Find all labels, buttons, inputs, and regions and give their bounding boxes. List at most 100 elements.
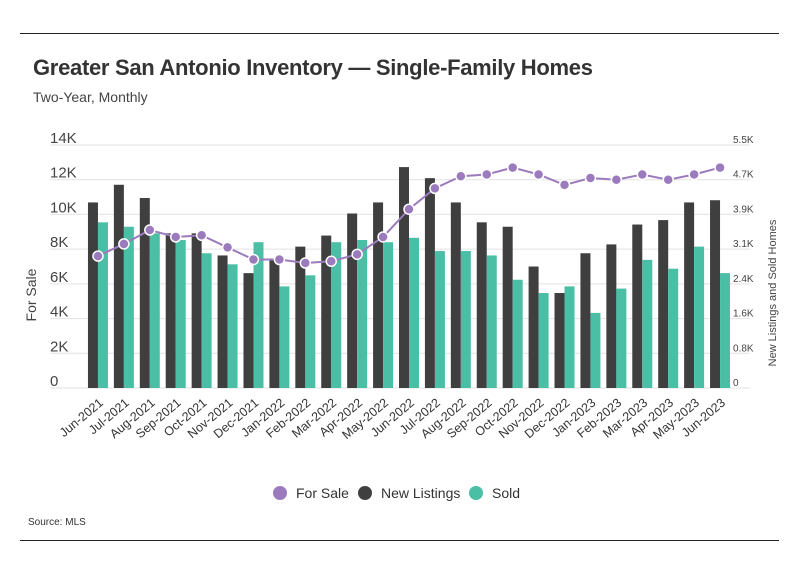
- sold-bar: [279, 286, 290, 388]
- for-sale-point: [584, 172, 597, 184]
- new-listings-bar: [191, 233, 202, 388]
- new-listings-bar: [399, 167, 409, 388]
- y2-tick-label: 0.8K: [733, 343, 754, 354]
- new-listings-bar: [528, 266, 539, 388]
- y-axis-title: For Sale: [23, 268, 39, 321]
- for-sale-point: [610, 173, 623, 186]
- y-tick-label: 14K: [50, 130, 77, 147]
- new-listings-bar: [684, 202, 695, 388]
- sold-bar: [227, 264, 238, 388]
- legend-new-listings-label: New Listings: [381, 485, 460, 501]
- new-listings-bar: [243, 273, 254, 388]
- for-sale-point: [455, 170, 467, 182]
- y2-tick-label: 5.5K: [733, 135, 754, 146]
- new-listings-bar: [424, 178, 435, 388]
- for-sale-point: [118, 238, 130, 250]
- new-listings-bar: [710, 200, 721, 388]
- new-listings-bar: [606, 244, 617, 388]
- for-sale-point: [144, 224, 156, 236]
- for-sale-point: [532, 168, 545, 181]
- for-sale-point: [351, 248, 363, 261]
- y2-tick-label: 3.1K: [733, 239, 754, 250]
- y-tick-label: 0: [50, 373, 58, 390]
- sold-bar: [616, 288, 627, 388]
- for-sale-point: [636, 168, 649, 181]
- sold-bar: [201, 253, 212, 388]
- sold-bar: [97, 222, 108, 388]
- sold-bar: [175, 239, 186, 388]
- sold-bar: [512, 279, 523, 388]
- sold-bar: [538, 293, 549, 388]
- for-sale-point: [481, 168, 493, 181]
- new-listings-bar: [347, 213, 358, 388]
- legend-for-sale-label: For Sale: [296, 485, 349, 501]
- sold-bar: [305, 275, 316, 388]
- for-sale-point: [377, 231, 389, 243]
- new-listings-bar: [269, 259, 280, 388]
- legend-new-listings-swatch: [358, 486, 372, 500]
- for-sale-line: [92, 161, 726, 269]
- for-sale-point: [299, 257, 312, 269]
- y-tick-label: 4K: [50, 304, 68, 321]
- for-sale-point: [714, 161, 726, 174]
- for-sale-point: [169, 231, 182, 243]
- sold-bar: [590, 312, 601, 388]
- new-listings-bar: [165, 233, 176, 388]
- y2-tick-label: 1.6K: [733, 309, 754, 320]
- new-listings-bar: [321, 235, 332, 388]
- sold-bar: [253, 242, 264, 388]
- top-rule: [20, 33, 779, 34]
- new-listings-bar: [373, 202, 384, 388]
- y-tick-label: 8K: [50, 234, 68, 251]
- sold-bar: [642, 259, 653, 388]
- y2-axis-title: New Listings and Sold Homes: [767, 219, 779, 366]
- legend: For Sale New Listings Sold: [273, 485, 520, 501]
- new-listings-bar: [217, 255, 228, 388]
- for-sale-point: [247, 253, 260, 266]
- legend-sold-swatch: [469, 486, 483, 500]
- bottom-rule: [20, 540, 779, 541]
- sold-bar: [434, 251, 445, 388]
- sold-bar: [357, 239, 368, 388]
- new-listings-bar: [113, 184, 124, 388]
- for-sale-point: [273, 253, 286, 266]
- sold-bar: [694, 246, 705, 388]
- for-sale-point: [688, 168, 700, 181]
- y2-tick-label: 2.4K: [733, 274, 754, 285]
- legend-for-sale-swatch: [273, 486, 287, 500]
- for-sale-point: [92, 250, 104, 262]
- legend-sold-label: Sold: [492, 485, 520, 501]
- new-listings-bar: [476, 222, 487, 388]
- chart-subtitle: Two-Year, Monthly: [33, 89, 148, 105]
- for-sale-point: [221, 241, 234, 254]
- source-note: Source: MLS: [28, 517, 86, 528]
- sold-bar: [668, 268, 679, 388]
- sold-bar: [486, 255, 497, 388]
- y2-tick-label: 0: [733, 378, 739, 389]
- for-sale-point: [506, 161, 519, 174]
- sold-bar: [383, 242, 394, 388]
- for-sale-point: [429, 182, 441, 195]
- new-listings-bar: [632, 224, 643, 388]
- new-listings-bar: [554, 293, 565, 388]
- y-tick-label: 2K: [50, 338, 68, 355]
- new-listings-bar: [139, 198, 150, 388]
- sold-bar: [123, 226, 134, 388]
- sold-bar: [331, 242, 342, 388]
- y-tick-label: 12K: [50, 165, 77, 182]
- sold-bar: [720, 273, 731, 388]
- chart-title: Greater San Antonio Inventory — Single-F…: [33, 55, 593, 80]
- y2-tick-label: 3.9K: [733, 204, 754, 215]
- for-sale-point: [558, 179, 571, 191]
- y2-tick-label: 4.7K: [733, 170, 754, 181]
- new-listings-bar: [87, 202, 98, 388]
- sold-bar: [564, 286, 575, 388]
- new-listings-bar: [295, 246, 306, 388]
- y-tick-label: 10K: [50, 199, 77, 216]
- y-tick-label: 6K: [50, 269, 68, 286]
- new-listings-bar: [502, 226, 513, 388]
- bar-series: [87, 167, 731, 388]
- new-listings-bar: [580, 253, 591, 388]
- sold-bar: [149, 233, 160, 388]
